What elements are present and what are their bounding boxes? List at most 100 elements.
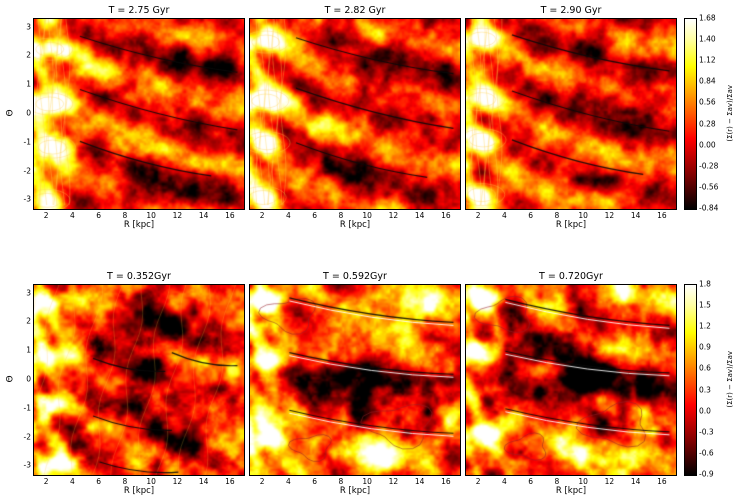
heatmap-canvas [250,285,460,475]
y-tick-label: 2 [26,316,31,326]
heatmap-plot-area [33,18,245,210]
x-tick-label: 6 [96,477,102,486]
x-tick-label: 10 [146,211,156,220]
heatmap-plot-area [249,18,461,210]
heatmap-panel: T = 0.352Gyr 2 4 6 8 10 12 14 16 R [kpc] [33,270,245,498]
panel-group: T = 0.352Gyr 2 4 6 8 10 12 14 16 R [kpc] T = 0.592… [33,270,677,498]
colorbar-axis-label: (Σ(r) − Σav)/Σav [726,18,734,208]
x-tick-label: 4 [501,477,507,486]
colorbar-tick-label: 0.6 [699,363,711,373]
colorbar-tick-label: 0.84 [699,76,716,86]
x-tick-labels: 2 4 6 8 10 12 14 16 [465,210,675,220]
x-tick-label: 8 [338,477,344,486]
heatmap-canvas [466,19,676,209]
panel-title: T = 2.90 Gyr [540,5,602,16]
x-tick-label: 4 [501,211,507,220]
x-tick-label: 8 [338,211,344,220]
panel-title: T = 0.352Gyr [107,271,171,282]
y-axis-label: Θ [4,18,17,208]
colorbar-tick-label: 0.0 [699,406,711,416]
x-tick-labels: 2 4 6 8 10 12 14 16 [249,476,459,486]
x-tick-label: 14 [414,211,425,220]
x-tick-label: 14 [630,211,641,220]
x-tick-label: 12 [172,477,183,486]
x-tick-label: 6 [528,477,534,486]
colorbar-tick-label: -0.56 [699,182,719,192]
colorbar-tick-label: -0.9 [699,469,714,479]
colorbar-tick-label: 1.68 [699,13,716,23]
x-tick-label: 6 [528,211,534,220]
y-tick-label: -1 [23,137,31,147]
colorbar: 1.68 1.40 1.12 0.84 0.56 0.28 0.00 -0.28 -0.56 -0… [682,4,740,218]
x-tick-label: 8 [122,477,128,486]
y-tick-label: 0 [26,374,31,384]
colorbar-tick-label: 0.56 [699,97,716,107]
x-tick-label: 6 [312,211,318,220]
colorbar-axis-label-text: (Σ(r) − Σav)/Σav [726,84,734,142]
x-tick-label: 2 [475,477,481,486]
heatmap-canvas [250,19,460,209]
x-tick-labels: 2 4 6 8 10 12 14 16 [33,476,243,486]
x-tick-labels: 2 4 6 8 10 12 14 16 [249,210,459,220]
x-tick-label: 14 [198,211,209,220]
x-axis-label: R [kpc] [555,220,587,230]
x-axis-label: R [kpc] [339,486,371,496]
x-axis-label: R [kpc] [555,486,587,496]
x-tick-label: 2 [43,211,49,220]
colorbar-tick-label: 0.3 [699,385,711,395]
y-axis-label: Θ [4,284,17,474]
colorbar-tick-label: 1.8 [699,279,711,289]
y-tick-label: -2 [23,432,31,442]
colorbar-tick-label: -0.84 [699,203,719,213]
x-tick-labels: 2 4 6 8 10 12 14 16 [33,210,243,220]
x-tick-label: 12 [604,211,615,220]
x-tick-label: 14 [198,477,209,486]
x-tick-label: 10 [362,477,372,486]
colorbar-tick-label: -0.6 [699,448,714,458]
x-tick-label: 12 [388,211,399,220]
x-axis-label: R [kpc] [339,220,371,230]
colorbar-gradient [684,18,697,210]
x-tick-label: 14 [414,477,425,486]
x-tick-label: 12 [172,211,183,220]
heatmap-panel: T = 2.75 Gyr 2 4 6 8 10 12 14 16 R [kpc] [33,4,245,232]
colorbar-axis-label-text: (Σ(r) − Σav)/Σav [726,350,734,408]
y-tick-label: 2 [26,50,31,60]
x-tick-label: 2 [43,477,49,486]
x-tick-label: 16 [657,477,667,486]
heatmap-panel: T = 0.720Gyr 2 4 6 8 10 12 14 16 R [kpc] [465,270,677,498]
panel-title: T = 2.82 Gyr [324,5,386,16]
y-tick-label: 1 [26,345,31,355]
y-tick-label: -3 [23,460,31,470]
x-tick-label: 6 [312,477,318,486]
colorbar-tick-label: 0.28 [699,119,716,129]
panel-title: T = 2.75 Gyr [108,5,170,16]
heatmap-canvas [34,285,244,475]
colorbar-tick-label: -0.28 [699,161,719,171]
heatmap-plot-area [249,284,461,476]
x-tick-label: 8 [554,211,560,220]
x-tick-label: 16 [441,211,451,220]
x-tick-label: 16 [225,477,235,486]
colorbar-gradient [684,284,697,476]
y-tick-label: 0 [26,108,31,118]
panel-title: T = 0.720Gyr [539,271,603,282]
x-tick-label: 16 [441,477,451,486]
y-axis-label-text: Θ [5,375,16,383]
heatmap-panel: T = 2.82 Gyr 2 4 6 8 10 12 14 16 R [kpc] [249,4,461,232]
colorbar-tick-label: 1.40 [699,34,716,44]
heatmap-plot-area [465,18,677,210]
x-tick-label: 16 [225,211,235,220]
x-tick-label: 12 [388,477,399,486]
x-axis-label: R [kpc] [123,220,155,230]
y-tick-label: 1 [26,79,31,89]
y-tick-labels: 3 2 1 0 -1 -2 -3 [17,284,33,474]
x-tick-label: 2 [259,211,265,220]
heatmap-canvas [466,285,676,475]
colorbar-tick-label: 0.9 [699,342,711,352]
y-tick-labels: 3 2 1 0 -1 -2 -3 [17,18,33,208]
x-tick-label: 10 [362,211,372,220]
x-tick-label: 10 [578,211,588,220]
y-tick-label: 3 [26,288,31,298]
